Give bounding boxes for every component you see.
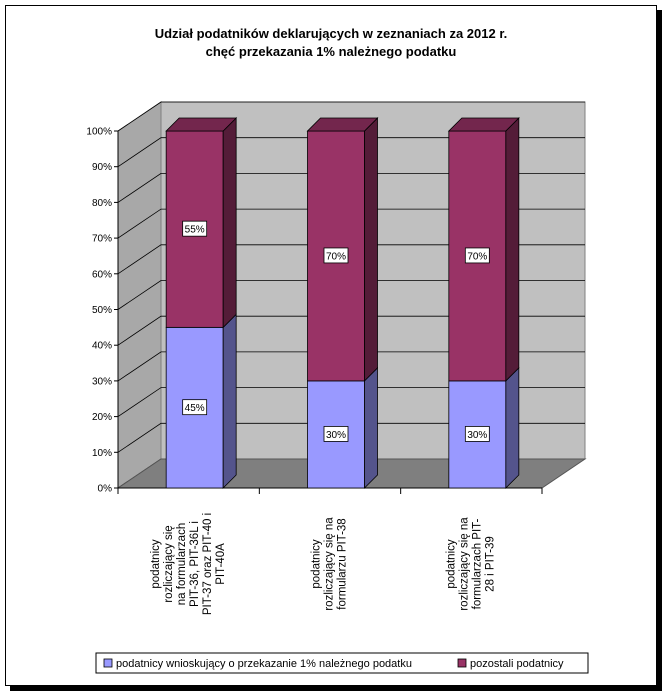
bar-segment-side — [505, 117, 520, 382]
x-category-label-line: formularzach PIT- — [471, 518, 483, 609]
x-category-label-line: rozliczający się na — [458, 517, 470, 611]
data-label: 70% — [467, 251, 487, 262]
x-category-label-line: podatnicy — [311, 539, 323, 588]
gridline — [117, 351, 585, 382]
chart-svg: Udział podatników deklarujących w zeznan… — [86, 26, 589, 674]
x-category-label-line: podatnicy — [150, 539, 162, 588]
x-category-label-line: formularzu PIT-38 — [337, 518, 349, 609]
legend-label: podatnicy wnioskujący o przekazanie 1% n… — [116, 658, 412, 670]
y-tick-label: 30% — [92, 376, 112, 387]
x-category-label-line: rozliczający się — [163, 525, 175, 602]
x-category-label: podatnicyrozliczający sięna formularzach… — [150, 513, 227, 615]
y-tick-label: 70% — [92, 234, 112, 245]
data-label: 30% — [467, 430, 487, 441]
y-tick-label: 0% — [98, 484, 113, 495]
y-tick-label: 10% — [92, 448, 112, 459]
data-label: 70% — [326, 251, 346, 262]
legend-box — [95, 652, 589, 674]
x-category-label: podatnicyrozliczający się naformularzu P… — [311, 517, 349, 611]
gridline — [117, 101, 585, 132]
data-label-box — [464, 426, 490, 442]
bar-segment-top — [165, 117, 238, 132]
legend-swatch — [103, 658, 113, 668]
x-category-label-line: na formularzach — [176, 523, 188, 605]
x-category-label-line: podatnicy — [445, 539, 457, 588]
gridline — [117, 172, 585, 203]
y-tick-label: 100% — [86, 127, 112, 138]
bar-segment-top — [306, 117, 379, 132]
x-category-label-line: PIT-36, PIT-36L i — [189, 521, 201, 607]
bar-segment-side — [505, 366, 520, 489]
data-label-box — [464, 247, 490, 264]
chart-title-line: chęć przekazania 1% należnego podatku — [206, 44, 457, 59]
chart-title-line: Udział podatników deklarujących w zeznan… — [155, 26, 508, 41]
bar-segment-side — [222, 117, 237, 329]
gridline — [117, 208, 585, 239]
bar-segment-side — [364, 117, 378, 382]
y-tick-label: 50% — [92, 305, 112, 316]
y-tick-label: 40% — [92, 341, 112, 352]
y-tick-label: 20% — [92, 412, 112, 423]
chart-frame: Udział podatników deklarujących w zeznan… — [5, 5, 657, 686]
bar-segment-top — [447, 117, 520, 132]
gridline — [117, 244, 585, 275]
data-label: 55% — [185, 225, 205, 236]
y-tick-label: 80% — [92, 198, 112, 209]
data-label: 45% — [185, 403, 205, 414]
x-category-label: podatnicyrozliczający się naformularzach… — [445, 517, 496, 611]
data-label-box — [182, 220, 208, 237]
x-category-label-line: 28 i PIT-39 — [484, 536, 496, 592]
legend-label: pozostali podatnicy — [470, 658, 564, 670]
data-label-box — [323, 426, 349, 442]
x-category-label-line: PIT-37 oraz PIT-40 i — [202, 513, 214, 615]
gridline — [117, 315, 585, 346]
gridline — [117, 422, 585, 453]
legend-swatch — [457, 658, 467, 668]
data-label-box — [182, 399, 208, 416]
x-category-label-line: rozliczający się na — [324, 517, 336, 611]
y-tick-label: 90% — [92, 162, 112, 173]
bar-segment-side — [222, 313, 237, 489]
gridline — [117, 137, 585, 168]
data-label-box — [323, 247, 349, 264]
data-label: 30% — [326, 430, 346, 441]
gridline — [117, 387, 585, 417]
x-category-label-line: PIT-40A — [215, 543, 227, 585]
bar-segment-side — [364, 366, 378, 489]
gridline — [117, 280, 585, 310]
y-tick-label: 60% — [92, 269, 112, 280]
